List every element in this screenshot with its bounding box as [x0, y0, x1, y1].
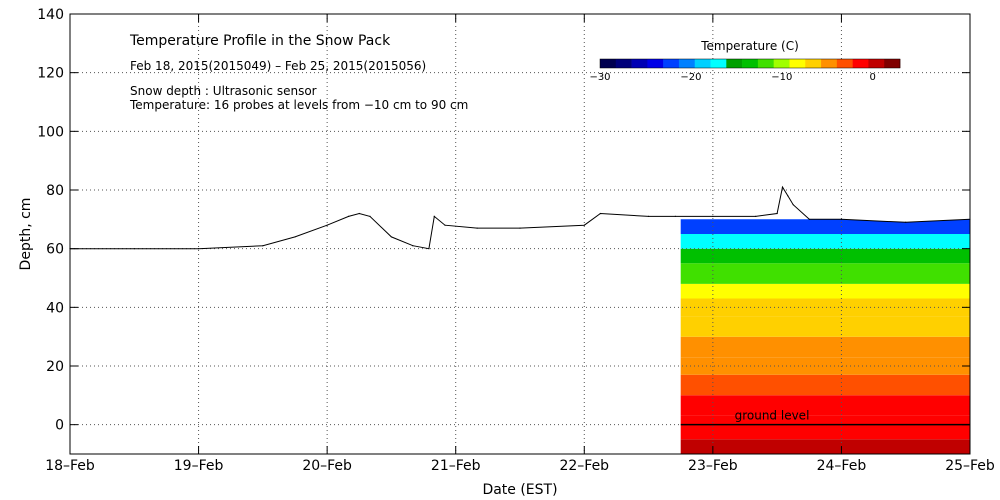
ground-level-label: ground level	[735, 409, 810, 423]
snow-depth-point	[840, 218, 843, 220]
plot-frame	[69, 13, 971, 455]
temperature-layer-10	[680, 248, 970, 264]
x-tick-label: 24–Feb	[817, 458, 867, 474]
y-axis: 0 20 40 60 80 100 120 140	[37, 7, 970, 434]
temperature-layer-5	[680, 336, 970, 358]
colorbar-tick-label: −10	[771, 72, 792, 83]
colorbar-swatch	[805, 59, 822, 68]
snow-depth-point	[792, 204, 794, 206]
colorbar-swatch	[647, 59, 664, 68]
snow-depth-point	[647, 215, 650, 217]
temperature-layer-1	[680, 415, 970, 440]
temperature-layer-0	[680, 439, 970, 454]
x-tick-label: 19–Feb	[174, 458, 224, 474]
temperature-layer-3	[680, 374, 970, 396]
snow-depth-point	[674, 215, 676, 217]
colorbar-tick-label: −20	[680, 72, 701, 83]
x-tick-label: 23–Feb	[688, 458, 738, 474]
x-tick-label: 21–Feb	[431, 458, 481, 474]
grid	[70, 14, 970, 454]
snow-depth-point	[781, 186, 784, 188]
annotation-temperature-probes: Temperature: 16 probes at levels from −1…	[129, 98, 468, 112]
colorbar-swatch	[710, 59, 727, 68]
snow-depth-point	[433, 215, 435, 217]
colorbar-swatch	[678, 59, 696, 68]
colorbar-swatch	[600, 59, 617, 68]
temperature-layer-8	[680, 283, 970, 299]
snow-depth-point	[369, 215, 371, 217]
colorbar-swatch	[868, 59, 885, 68]
snow-depth-point	[358, 212, 360, 215]
temperature-colorbar: −30 −20 −10 0	[589, 58, 901, 83]
colorbar-swatch	[773, 59, 790, 68]
y-tick-label: 20	[46, 359, 64, 375]
snow-depth-point	[808, 218, 810, 220]
snow-depth-point	[712, 215, 714, 217]
snow-depth-point	[755, 215, 757, 217]
snow-depth-point	[390, 236, 393, 238]
snow-depth-point	[412, 245, 414, 247]
annotation-snow-depth: Snow depth : Ultrasonic sensor	[130, 84, 317, 98]
y-tick-label: 0	[55, 418, 64, 434]
x-tick-label: 18–Feb	[45, 458, 95, 474]
y-tick-label: 100	[37, 124, 64, 140]
colorbar-tick-label: 0	[870, 72, 876, 83]
temperature-layer-12	[680, 219, 970, 234]
colorbar-swatch	[836, 59, 853, 68]
temperature-layer-2	[680, 395, 970, 416]
temperature-layer-11	[680, 234, 970, 249]
colorbar-swatch	[884, 59, 901, 68]
colorbar-title: Temperature (C)	[700, 39, 799, 53]
snow-depth-point	[294, 236, 296, 238]
snow-depth-point	[133, 248, 135, 250]
colorbar-swatch	[821, 59, 838, 68]
temperature-profile-area	[680, 219, 970, 454]
chart-subtitle: Feb 18, 2015(2015049) – Feb 25, 2015(201…	[130, 59, 426, 73]
colorbar-swatch	[615, 59, 632, 68]
temperature-layer-9	[680, 263, 970, 284]
y-tick-label: 80	[46, 183, 64, 199]
snow-depth-point	[326, 224, 328, 226]
y-tick-label: 40	[46, 300, 64, 316]
temperature-layer-4	[680, 357, 970, 375]
colorbar-swatch	[694, 59, 711, 68]
snow-depth-point	[476, 227, 478, 229]
colorbar-swatch	[631, 59, 648, 68]
x-tick-label: 25–Feb	[945, 458, 995, 474]
snow-depth-point	[599, 212, 601, 215]
snow-depth-point	[197, 248, 200, 250]
snow-depth-point	[444, 224, 446, 226]
x-axis-label: Date (EST)	[482, 482, 557, 498]
snow-depth-point	[787, 195, 789, 197]
chart-title: Temperature Profile in the Snow Pack	[129, 33, 391, 49]
colorbar-swatch	[789, 59, 806, 68]
snow-depth-point	[347, 215, 350, 217]
colorbar-frame	[599, 58, 901, 69]
snow-depth-point	[519, 227, 521, 229]
temperature-layer-6	[680, 316, 970, 337]
snow-depth-point	[583, 224, 585, 226]
colorbar-swatch	[852, 59, 869, 68]
snow-depth-point	[905, 221, 907, 223]
y-tick-label: 120	[37, 66, 64, 82]
ground-level: ground level	[680, 409, 970, 426]
colorbar-tick-label: −30	[589, 72, 610, 83]
x-tick-label: 22–Feb	[559, 458, 609, 474]
y-axis-label: Depth, cm	[18, 198, 34, 271]
colorbar-swatch	[726, 59, 743, 68]
snow-depth-line	[70, 185, 971, 250]
colorbar-swatch	[742, 59, 759, 68]
y-tick-label: 60	[46, 242, 64, 258]
x-axis: 18–Feb 19–Feb 20–Feb 21–Feb 22–Feb 23–Feb 24–F…	[45, 14, 995, 474]
colorbar-swatch	[757, 59, 774, 68]
x-tick-label: 20–Feb	[302, 458, 352, 474]
temperature-layer-7	[680, 298, 970, 317]
snow-depth-point	[428, 248, 430, 250]
snow-depth-point	[776, 212, 778, 215]
colorbar-swatch	[663, 59, 680, 68]
y-tick-label: 140	[37, 7, 64, 23]
snow-depth-point	[262, 245, 264, 247]
